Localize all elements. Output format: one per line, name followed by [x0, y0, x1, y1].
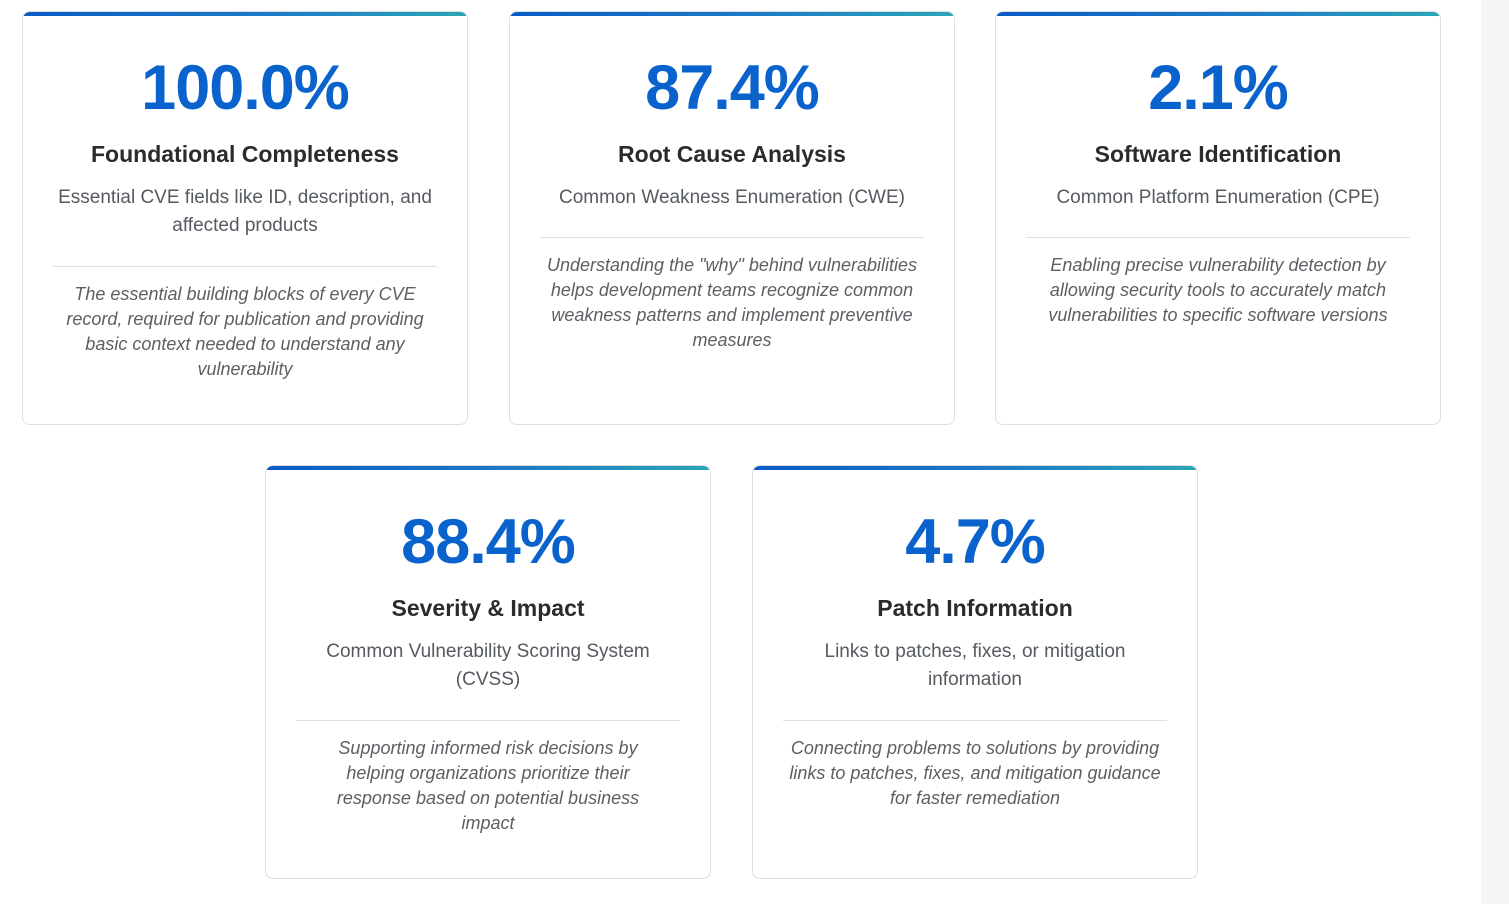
metric-description: Enabling precise vulnerability detection…: [1048, 255, 1388, 325]
metric-percent: 2.1%: [1148, 53, 1289, 123]
metric-description: The essential building blocks of every C…: [66, 284, 424, 379]
metric-title: Foundational Completeness: [91, 141, 399, 167]
card-accent-bar: [23, 12, 467, 16]
card-divider: [540, 237, 924, 238]
metric-percent: 4.7%: [905, 507, 1046, 577]
metric-card-root-cause-analysis: 87.4% Root Cause Analysis Common Weaknes…: [509, 11, 955, 425]
card-accent-bar: [753, 466, 1197, 470]
metric-title: Severity & Impact: [391, 595, 585, 621]
metric-subtitle: Common Vulnerability Scoring System (CVS…: [326, 641, 650, 690]
card-divider: [1026, 237, 1410, 238]
card-accent-bar: [510, 12, 954, 16]
card-accent-bar: [266, 466, 710, 470]
metric-percent: 88.4%: [401, 507, 576, 577]
metric-description: Supporting informed risk decisions by he…: [336, 738, 640, 833]
metric-subtitle: Common Platform Enumeration (CPE): [1056, 187, 1380, 208]
card-divider: [783, 720, 1167, 721]
metric-title: Software Identification: [1094, 141, 1342, 167]
page-gutter: [1481, 0, 1509, 904]
card-divider: [296, 720, 680, 721]
metric-subtitle: Essential CVE fields like ID, descriptio…: [58, 187, 432, 236]
card-accent-bar: [996, 12, 1440, 16]
metric-description: Understanding the "why" behind vulnerabi…: [546, 255, 917, 350]
card-divider: [53, 266, 437, 267]
metric-card-foundational-completeness: 100.0% Foundational Completeness Essenti…: [22, 11, 468, 425]
metric-card-patch-information: 4.7% Patch Information Links to patches,…: [752, 465, 1198, 879]
metric-percent: 100.0%: [141, 53, 350, 123]
metric-description: Connecting problems to solutions by prov…: [789, 738, 1161, 808]
metric-card-severity-impact: 88.4% Severity & Impact Common Vulnerabi…: [265, 465, 711, 879]
metric-card-software-identification: 2.1% Software Identification Common Plat…: [995, 11, 1441, 425]
metric-subtitle: Common Weakness Enumeration (CWE): [559, 187, 905, 208]
metric-title: Patch Information: [877, 595, 1073, 621]
metric-percent: 87.4%: [645, 53, 820, 123]
metric-title: Root Cause Analysis: [618, 141, 846, 167]
metric-subtitle: Links to patches, fixes, or mitigation i…: [824, 641, 1126, 690]
